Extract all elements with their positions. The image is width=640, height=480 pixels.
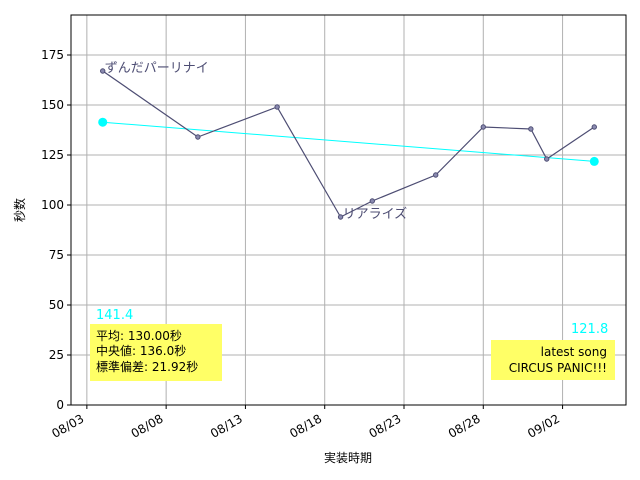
data-point: [528, 126, 534, 132]
data-point: [100, 68, 106, 74]
data-point: [544, 156, 550, 162]
plot-area: [70, 14, 627, 406]
trend-start-label: 141.4: [96, 308, 133, 323]
stats-box: 平均: 130.00秒 中央値: 136.0秒 標準偏差: 21.92秒: [90, 324, 222, 381]
y-axis: 0 25 50 75 100 125 150 175: [41, 48, 71, 412]
y-tick-label: 150: [41, 98, 64, 112]
x-tick-label: 08/28: [446, 411, 483, 440]
y-tick-label: 125: [41, 148, 64, 162]
y-tick-label: 25: [49, 348, 64, 362]
song-annotation: ずんだパーリナイ: [105, 61, 209, 76]
x-tick-label: 08/18: [287, 411, 324, 440]
data-point: [591, 124, 597, 130]
song-annotation: リアライズ: [343, 206, 408, 222]
y-tick-label: 50: [49, 298, 64, 312]
latest-song-box: latest song CIRCUS PANIC!!!: [491, 340, 615, 380]
y-tick-label: 100: [41, 198, 64, 212]
grid-lines: [71, 15, 626, 406]
x-tick-label: 08/08: [129, 411, 166, 440]
trend-end-label: 121.8: [571, 322, 608, 337]
series-line: [102, 70, 595, 218]
data-point: [480, 124, 486, 130]
x-tick-label: 08/23: [367, 411, 404, 440]
latest-song-label: latest song: [541, 345, 607, 359]
trend-point: [98, 117, 108, 127]
data-point: [274, 104, 280, 110]
y-tick-label: 175: [41, 48, 64, 62]
x-axis-label: 実装時期: [324, 450, 372, 465]
trend-point: [589, 156, 599, 166]
y-tick-label: 75: [49, 248, 64, 262]
y-axis-label: 秒数: [12, 198, 27, 222]
trend-line: [102, 121, 595, 162]
stats-stddev: 標準偏差: 21.92秒: [96, 359, 198, 374]
trend-line-group: [98, 117, 599, 166]
data-point: [195, 134, 201, 140]
data-point: [369, 198, 375, 204]
x-tick-label: 08/13: [208, 411, 245, 440]
x-tick-label: 08/03: [49, 411, 86, 440]
latest-song-title: CIRCUS PANIC!!!: [509, 361, 607, 375]
stats-median: 中央値: 136.0秒: [96, 343, 186, 358]
x-tick-label: 09/02: [525, 411, 562, 440]
series-line-group: [100, 68, 597, 220]
data-point: [337, 214, 344, 220]
stats-mean: 平均: 130.00秒: [96, 329, 182, 343]
x-axis: 08/03 08/08 08/13 08/18 08/23 08/28 09/02: [49, 405, 564, 441]
y-tick-label: 0: [56, 398, 64, 412]
data-point: [433, 172, 439, 178]
